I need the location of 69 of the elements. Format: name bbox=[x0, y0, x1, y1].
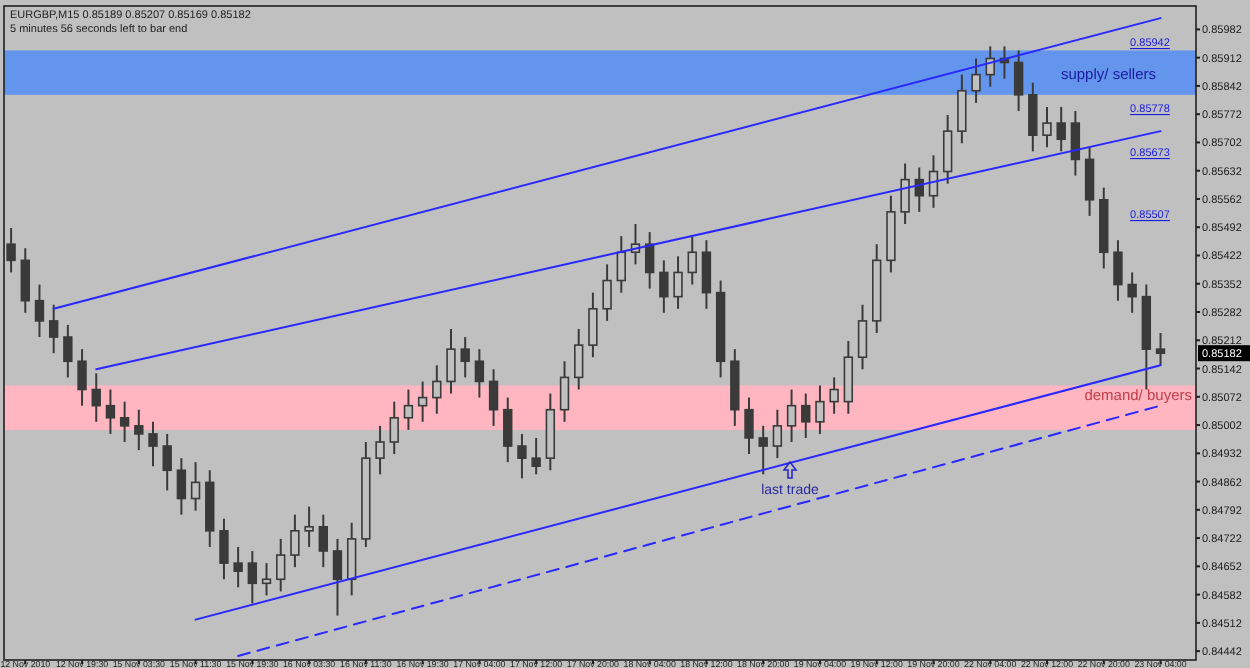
candlestick bbox=[928, 154, 939, 209]
candlestick bbox=[276, 537, 286, 593]
candlestick bbox=[744, 396, 754, 456]
candlestick bbox=[801, 392, 811, 439]
candlestick bbox=[488, 368, 499, 427]
candlestick bbox=[644, 231, 655, 290]
candlestick bbox=[460, 336, 470, 379]
candlestick bbox=[261, 562, 272, 597]
candlestick bbox=[375, 424, 385, 476]
candlestick bbox=[389, 400, 399, 456]
candlestick bbox=[332, 537, 343, 617]
candlestick bbox=[815, 384, 825, 435]
candlestick bbox=[957, 73, 967, 145]
candlestick bbox=[233, 545, 243, 589]
candlestick bbox=[190, 461, 201, 512]
candlestick bbox=[247, 550, 258, 605]
candlestick bbox=[829, 376, 839, 415]
candlestick bbox=[517, 432, 527, 480]
candlestick bbox=[602, 263, 612, 322]
candlestick bbox=[63, 323, 73, 379]
candlestick bbox=[843, 340, 854, 415]
candlestick bbox=[574, 327, 584, 391]
candlestick bbox=[1084, 146, 1095, 217]
candlestick bbox=[6, 227, 16, 274]
candlestick bbox=[20, 247, 30, 314]
candlestick bbox=[219, 517, 229, 581]
candlestick bbox=[659, 259, 669, 314]
candlestick bbox=[1056, 105, 1066, 153]
candlestick bbox=[616, 235, 626, 294]
candlestick bbox=[119, 400, 130, 443]
candlestick bbox=[176, 457, 187, 516]
candlestick bbox=[1013, 49, 1024, 112]
candlestick bbox=[432, 364, 442, 415]
candlestick bbox=[1028, 81, 1038, 153]
candlestick bbox=[1070, 109, 1081, 177]
candlestick bbox=[148, 420, 158, 468]
candlestick bbox=[772, 408, 783, 460]
candlestick bbox=[1155, 332, 1166, 367]
candlestick bbox=[857, 303, 868, 371]
candlestick bbox=[531, 436, 541, 476]
candlestick bbox=[91, 372, 101, 423]
candlestick bbox=[77, 348, 87, 407]
candlestick bbox=[290, 513, 300, 569]
candlestick bbox=[701, 239, 712, 310]
candlestick bbox=[687, 235, 697, 286]
candlestick bbox=[162, 432, 172, 492]
candlestick bbox=[48, 303, 59, 355]
candlestick bbox=[900, 162, 910, 225]
candlestick bbox=[673, 255, 683, 310]
candlestick bbox=[758, 424, 768, 476]
candlestick bbox=[346, 521, 357, 597]
candlestick bbox=[474, 348, 485, 399]
candlestick bbox=[403, 388, 414, 431]
candlestick bbox=[417, 380, 428, 423]
candlestick bbox=[588, 291, 598, 359]
candlestick bbox=[318, 513, 328, 569]
candlestick bbox=[942, 114, 953, 185]
candlestick bbox=[134, 408, 144, 452]
candlestick bbox=[1127, 271, 1137, 314]
candlestick bbox=[1042, 105, 1052, 149]
candlestick bbox=[446, 327, 456, 395]
candlestick bbox=[503, 396, 513, 464]
candlestick bbox=[304, 505, 314, 548]
candlestick bbox=[559, 360, 570, 423]
candlestick bbox=[34, 283, 45, 339]
candlestick bbox=[971, 57, 981, 104]
candlestick bbox=[105, 388, 116, 435]
candlestick bbox=[1113, 239, 1123, 302]
candlestick bbox=[786, 388, 797, 443]
